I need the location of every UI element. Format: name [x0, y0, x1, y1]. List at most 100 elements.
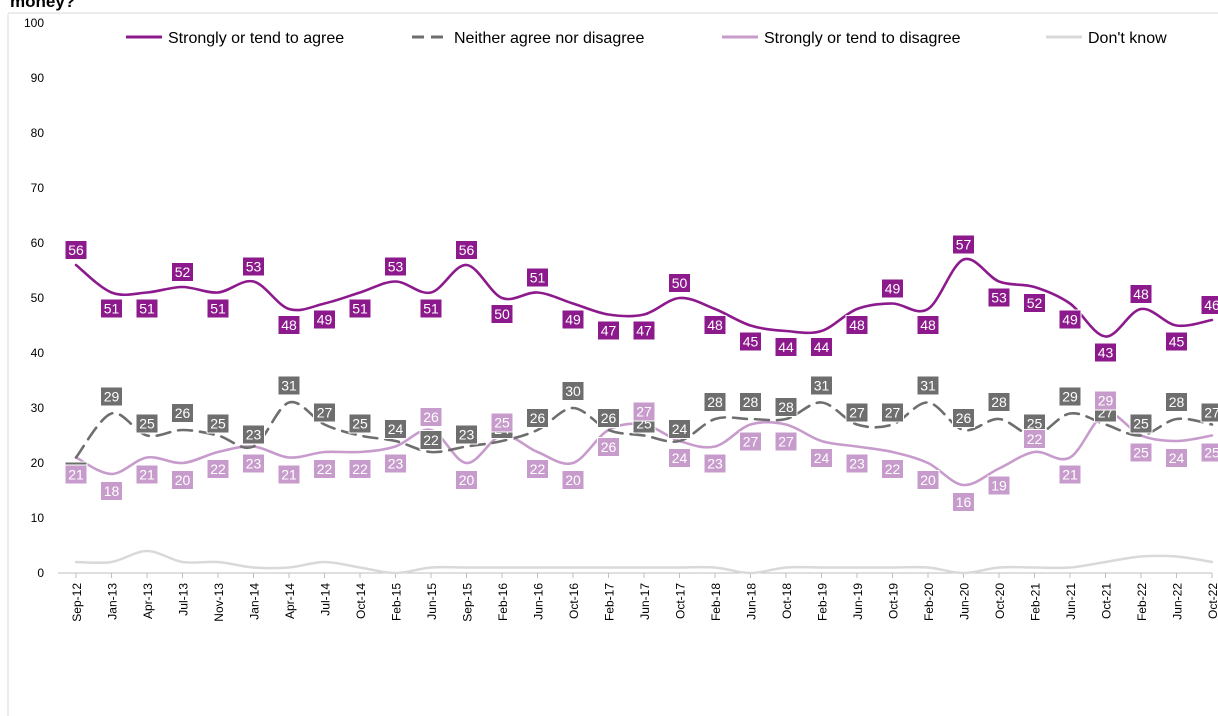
data-label-text: 56 [459, 242, 475, 258]
data-label: 16 [952, 492, 975, 512]
data-label: 25 [206, 413, 230, 434]
data-label-box [561, 381, 585, 401]
data-label-text: 22 [423, 432, 439, 448]
data-label: 29 [100, 386, 123, 407]
data-label-box [384, 256, 407, 277]
x-tick-label: Nov-13 [212, 583, 226, 622]
data-label: 56 [64, 240, 88, 260]
x-tick-label: Jun-15 [425, 583, 439, 620]
data-label: 29 [1094, 390, 1117, 411]
data-label-box [1165, 331, 1188, 352]
data-label-text: 24 [672, 421, 688, 437]
data-label-box [277, 375, 301, 396]
data-label: 25 [135, 413, 159, 434]
x-tick-label: Oct-21 [1100, 583, 1114, 619]
data-label: 23 [384, 453, 407, 474]
data-label: 24 [1165, 448, 1188, 468]
legend-item: Don't know [1046, 30, 1167, 47]
x-tick-label: Oct-17 [674, 583, 688, 619]
data-label: 49 [1058, 309, 1082, 330]
data-label-box [1129, 442, 1153, 463]
data-label-text: 27 [317, 405, 333, 421]
data-label-text: 18 [104, 483, 120, 499]
data-label-box [561, 470, 585, 490]
series-line [74, 549, 1214, 575]
data-label: 25 [1200, 442, 1218, 463]
data-label-text: 29 [1098, 393, 1114, 409]
data-label-text: 20 [175, 472, 191, 488]
data-label-box [171, 470, 194, 490]
data-label: 24 [384, 419, 407, 439]
data-label-box [881, 459, 904, 479]
data-label-box [1058, 464, 1082, 485]
data-label-text: 20 [565, 472, 581, 488]
data-label-box [206, 459, 230, 479]
x-tick-label: Feb-15 [390, 583, 404, 621]
data-label-box [739, 331, 762, 352]
data-label-box [597, 408, 620, 428]
data-label-text: 52 [1027, 295, 1043, 311]
data-label-box [348, 413, 372, 434]
data-label-text: 29 [1062, 389, 1078, 405]
data-label-text: 20 [459, 472, 475, 488]
data-label: 24 [810, 448, 833, 468]
data-label-text: 25 [139, 416, 155, 432]
data-label: 18 [100, 481, 123, 501]
data-label: 50 [490, 304, 514, 324]
data-label: 27 [1200, 402, 1218, 423]
data-label-text: 26 [601, 410, 617, 426]
x-tick-label: Feb-22 [1135, 583, 1149, 621]
data-label-box [774, 431, 798, 452]
data-label: 57 [952, 234, 975, 255]
data-label: 47 [632, 320, 656, 341]
data-label-box [916, 470, 940, 490]
data-label-text: 22 [317, 461, 333, 477]
data-label: 26 [952, 408, 975, 428]
x-tick-label: Oct-16 [567, 583, 581, 619]
data-label-box [100, 298, 123, 319]
data-label: 52 [171, 262, 194, 282]
data-label-text: 26 [601, 439, 617, 455]
data-label-box [952, 408, 975, 428]
data-label: 29 [1058, 386, 1082, 407]
data-label-box [845, 453, 869, 474]
data-label-text: 28 [991, 394, 1007, 410]
legend-label: Don't know [1088, 30, 1167, 47]
x-tick-label: Sep-12 [70, 583, 84, 622]
data-label-text: 51 [423, 301, 439, 317]
data-label: 48 [1129, 284, 1153, 304]
data-label: 23 [703, 453, 727, 474]
data-label-text: 51 [530, 270, 546, 286]
data-label-text: 19 [991, 478, 1007, 494]
data-label: 23 [242, 424, 265, 445]
x-tick-label: Jan-14 [248, 583, 262, 620]
data-label-box [242, 256, 265, 277]
data-label-text: 57 [956, 237, 972, 253]
x-tick-label: Jul-14 [319, 583, 333, 616]
x-tick-label: Jun-18 [745, 583, 759, 620]
y-tick-label: 30 [31, 401, 45, 415]
legend-label: Strongly or tend to agree [168, 30, 344, 47]
data-label: 26 [597, 408, 620, 428]
data-label-text: 28 [707, 394, 723, 410]
data-label-text: 27 [885, 405, 901, 421]
data-label-text: 51 [139, 301, 155, 317]
data-label: 25 [348, 413, 372, 434]
data-label: 53 [987, 287, 1011, 308]
data-label: 48 [845, 315, 869, 335]
data-label: 27 [739, 431, 762, 452]
data-label-box [171, 403, 194, 423]
data-label-text: 47 [636, 323, 652, 339]
data-label: 49 [561, 309, 585, 330]
data-label-box [703, 315, 727, 335]
data-label-text: 23 [388, 456, 404, 472]
data-label-text: 51 [352, 301, 368, 317]
data-label-text: 25 [1204, 445, 1218, 461]
data-label-box [455, 240, 478, 260]
data-label-text: 27 [636, 404, 652, 420]
data-label-box [135, 298, 159, 319]
data-label-box [206, 413, 230, 434]
data-label: 56 [455, 240, 478, 260]
data-label-text: 22 [210, 461, 226, 477]
